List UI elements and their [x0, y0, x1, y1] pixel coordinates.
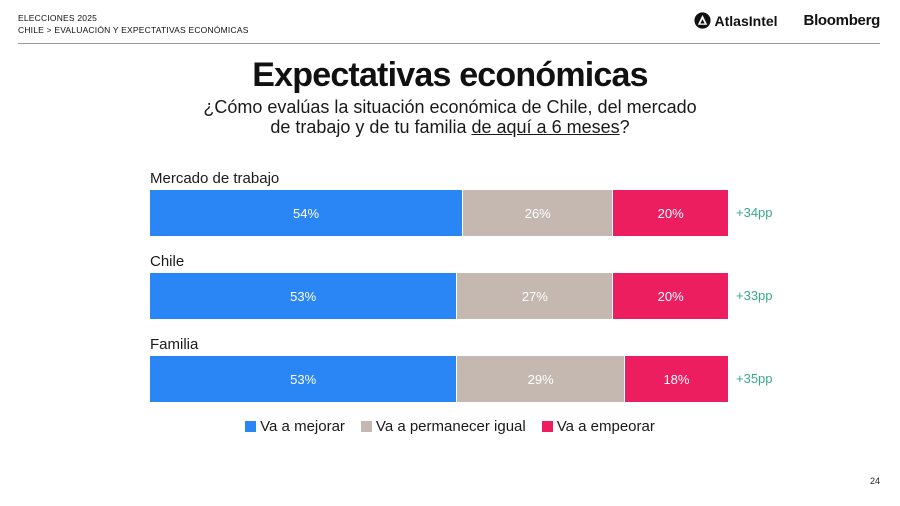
atlasintel-logo: AtlasIntel	[693, 12, 778, 29]
header-breadcrumb: CHILE > EVALUACIÓN Y EXPECTATIVAS ECONÓM…	[18, 25, 249, 35]
net-balance-label: +34pp	[736, 205, 773, 220]
legend-item: Va a empeorar	[541, 418, 655, 435]
data-label: 54%	[293, 205, 320, 221]
data-label: 20%	[657, 205, 684, 221]
category-label: Mercado de trabajo	[150, 170, 280, 187]
chart-subtitle-line2-text: de trabajo y de tu familia	[270, 117, 472, 137]
chart-subtitle-question-mark: ?	[619, 117, 630, 137]
data-label: 20%	[657, 288, 684, 304]
net-balance-label: +33pp	[736, 288, 773, 303]
stacked-bar: 53% 29% 18%	[150, 356, 728, 402]
chart-legend: Va a mejorar Va a permanecer igual Va a em…	[0, 418, 900, 435]
atlasintel-logo-text: AtlasIntel	[714, 12, 778, 29]
bar-segment: 20%	[612, 273, 728, 319]
chart-subtitle-line1: ¿Cómo evalúas la situación económica de …	[203, 97, 697, 117]
bar-segment: 20%	[612, 190, 728, 236]
bar-segment: 53%	[150, 356, 457, 402]
bar-segment: 26%	[462, 190, 613, 236]
bar-segment: 53%	[150, 273, 457, 319]
legend-label: Va a mejorar	[260, 418, 345, 435]
category-label: Chile	[150, 253, 185, 270]
chart-subtitle: ¿Cómo evalúas la situación económica de …	[0, 97, 900, 137]
bar-segment: 27%	[456, 273, 613, 319]
page-number: 24	[869, 476, 880, 486]
category-label: Familia	[150, 336, 199, 353]
header-election-label: ELECCIONES 2025	[18, 13, 98, 23]
bar-segment: 29%	[456, 356, 624, 402]
data-label: 27%	[521, 288, 548, 304]
legend-item: Va a permanecer igual	[360, 418, 526, 435]
data-label: 29%	[527, 371, 554, 387]
stacked-bar: 54% 26% 20%	[150, 190, 728, 236]
data-label: 26%	[524, 205, 551, 221]
data-label: 53%	[290, 371, 317, 387]
data-label: 53%	[290, 288, 317, 304]
header-rule	[18, 43, 880, 44]
chart-title: Expectativas económicas	[252, 56, 648, 94]
atlasintel-logo-icon	[693, 12, 711, 29]
chart-subtitle-line2: de trabajo y de tu familia de aquí a 6 m…	[0, 117, 900, 137]
header-right: AtlasIntel Bloomberg	[693, 12, 881, 29]
legend-swatch	[245, 421, 257, 432]
net-balance-label: +35pp	[736, 371, 773, 386]
bloomberg-logo: Bloomberg	[803, 12, 881, 29]
header-left: ELECCIONES 2025 CHILE > EVALUACIÓN Y EXP…	[18, 12, 249, 36]
data-label: 18%	[663, 371, 690, 387]
stacked-bar: 53% 27% 20%	[150, 273, 728, 319]
bar-segment: 18%	[623, 356, 728, 402]
chart-subtitle-underlined: de aquí a 6 meses	[471, 117, 620, 137]
legend-item: Va a mejorar	[245, 418, 345, 435]
legend-label: Va a empeorar	[556, 418, 655, 435]
legend-swatch	[360, 421, 372, 432]
bar-segment: 54%	[150, 190, 463, 236]
legend-label: Va a permanecer igual	[375, 418, 526, 435]
legend-swatch	[541, 421, 553, 432]
